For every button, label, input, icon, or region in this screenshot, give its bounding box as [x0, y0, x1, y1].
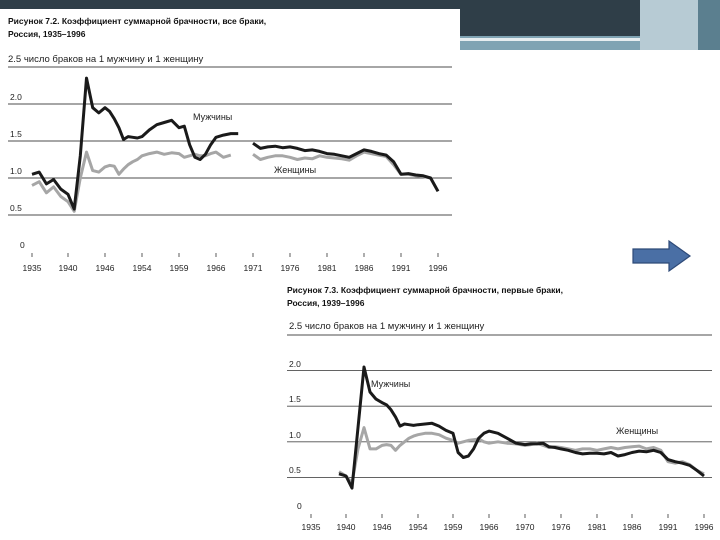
chart1-title-line1: Рисунок 7.2. Коэффициент суммарной брачн… — [8, 16, 266, 26]
chart2-x-tick: 1959 — [444, 522, 463, 532]
chart2-y-axis-label: 2.5 число браков на 1 мужчину и 1 женщин… — [289, 321, 485, 332]
chart2-y-tick: 0 — [297, 501, 302, 511]
chart2-x-tick: 1991 — [659, 522, 678, 532]
chart2-x-tick: 1996 — [695, 522, 714, 532]
chart2-x-tick: 1981 — [588, 522, 607, 532]
series-line-men — [338, 365, 705, 490]
chart1-x-tick: 1959 — [170, 263, 189, 273]
chart2-x-axis: 1935 1940 1946 1954 1959 1966 1970 1976 … — [302, 522, 714, 532]
series-line-men — [252, 141, 440, 193]
chart2-x-tick: 1935 — [302, 522, 321, 532]
chart2-x-tick: 1976 — [552, 522, 571, 532]
right-arrow-icon[interactable] — [632, 239, 692, 273]
chart2-x-tick: 1966 — [480, 522, 499, 532]
chart1-men-label: Мужчины — [193, 112, 232, 122]
chart1-x-axis: 1935 1940 1946 1954 1959 1966 1971 1976 … — [23, 263, 448, 273]
series-line-women — [338, 426, 705, 485]
chart2-title-line1: Рисунок 7.3. Коэффициент суммарной брачн… — [287, 285, 563, 295]
chart1-x-tick: 1976 — [281, 263, 300, 273]
chart1-x-tick: 1981 — [318, 263, 337, 273]
chart2-x-tick: 1970 — [516, 522, 535, 532]
chart2-x-tick: 1946 — [373, 522, 392, 532]
chart1-grid — [8, 66, 452, 257]
chart1-x-tick: 1935 — [23, 263, 42, 273]
figure-7-3: Рисунок 7.3. Коэффициент суммарной брачн… — [287, 285, 714, 532]
chart1-x-tick: 1966 — [207, 263, 226, 273]
chart1-x-tick: 1946 — [96, 263, 115, 273]
series-line-women — [31, 150, 232, 213]
chart1-x-tick: 1954 — [133, 263, 152, 273]
chart2-y-tick: 1.5 — [289, 394, 301, 404]
chart1-y-tick: 2.0 — [10, 92, 22, 102]
chart2-y-tick: 0.5 — [289, 465, 301, 475]
chart2-title-line2: Россия, 1939–1996 — [287, 298, 365, 308]
chart1-x-tick: 1971 — [244, 263, 263, 273]
chart1-y-tick: 1.5 — [10, 129, 22, 139]
chart1-x-tick: 1991 — [392, 263, 411, 273]
chart1-title-line2: Россия, 1935–1996 — [8, 29, 86, 39]
series-line-men — [31, 76, 239, 211]
chart2-x-tick: 1940 — [337, 522, 356, 532]
chart2-y-tick: 2.0 — [289, 359, 301, 369]
chart1-women-label: Женщины — [274, 165, 316, 175]
figure-7-2: Рисунок 7.2. Коэффициент суммарной брачн… — [8, 16, 452, 273]
chart1-x-tick: 1986 — [355, 263, 374, 273]
chart2-x-tick: 1954 — [409, 522, 428, 532]
header-stripe — [698, 0, 720, 50]
chart1-y-axis-label: 2.5 число браков на 1 мужчину и 1 женщин… — [8, 54, 204, 65]
chart2-men-label: Мужчины — [371, 379, 410, 389]
chart1-plot-area — [31, 76, 440, 213]
figure-7-2-panel — [0, 9, 460, 279]
chart2-women-label: Женщины — [616, 426, 658, 436]
header-stripe — [460, 38, 665, 41]
header-decoration — [460, 0, 720, 50]
chart2-plot-area — [338, 365, 705, 490]
chart1-y-tick: 0 — [20, 240, 25, 250]
chart1-x-tick: 1940 — [59, 263, 78, 273]
chart1-x-tick: 1996 — [429, 263, 448, 273]
chart2-x-tick: 1986 — [623, 522, 642, 532]
chart2-y-tick: 1.0 — [289, 430, 301, 440]
chart1-y-tick: 0.5 — [10, 203, 22, 213]
chart1-y-tick: 1.0 — [10, 166, 22, 176]
